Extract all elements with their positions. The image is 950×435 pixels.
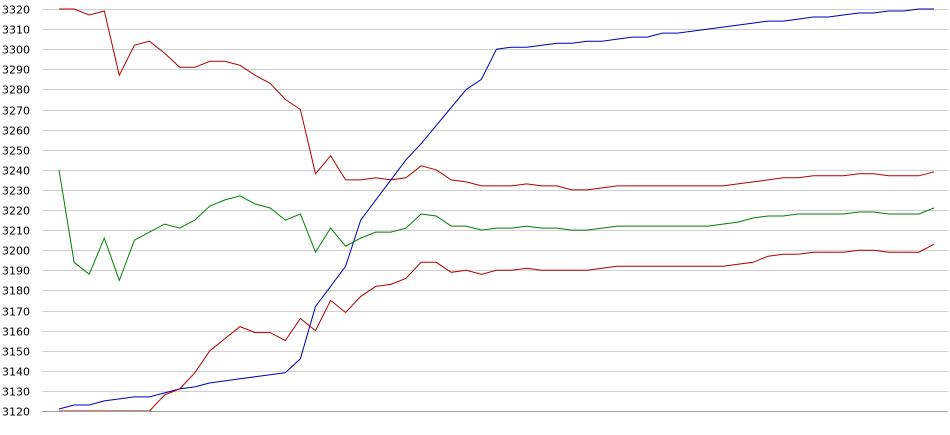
y-tick-label: 3130 (2, 386, 30, 399)
y-tick-label: 3290 (2, 64, 30, 77)
y-tick-label: 3210 (2, 225, 30, 238)
y-tick-label: 3270 (2, 105, 30, 118)
y-tick-label: 3280 (2, 84, 30, 97)
series-line-3 (58, 169, 935, 282)
y-tick-label: 3190 (2, 265, 30, 278)
series-lines (58, 8, 935, 412)
grid-lines (42, 9, 948, 412)
y-tick-label: 3310 (2, 24, 30, 37)
y-tick-label: 3300 (2, 44, 30, 57)
series-line-1 (59, 8, 935, 191)
y-tick-label: 3180 (2, 285, 30, 298)
y-tick-label: 3150 (2, 346, 30, 359)
y-tick-label: 3230 (2, 185, 30, 198)
series-line-2 (58, 8, 934, 410)
y-tick-label: 3240 (2, 165, 30, 178)
y-tick-label: 3260 (2, 125, 30, 138)
y-tick-label: 3160 (2, 326, 30, 339)
y-tick-label: 3250 (2, 145, 30, 158)
series-line-4 (59, 243, 935, 412)
y-axis-tick-labels: 3120 3130 3140 3150 3160 3170 3180 3190 3200 3210… (2, 4, 30, 419)
y-tick-label: 3220 (2, 205, 30, 218)
y-tick-label: 3200 (2, 245, 30, 258)
y-tick-label: 3120 (2, 406, 30, 419)
y-tick-label: 3140 (2, 366, 30, 379)
y-tick-label: 3320 (2, 4, 30, 17)
y-tick-label: 3170 (2, 306, 30, 319)
